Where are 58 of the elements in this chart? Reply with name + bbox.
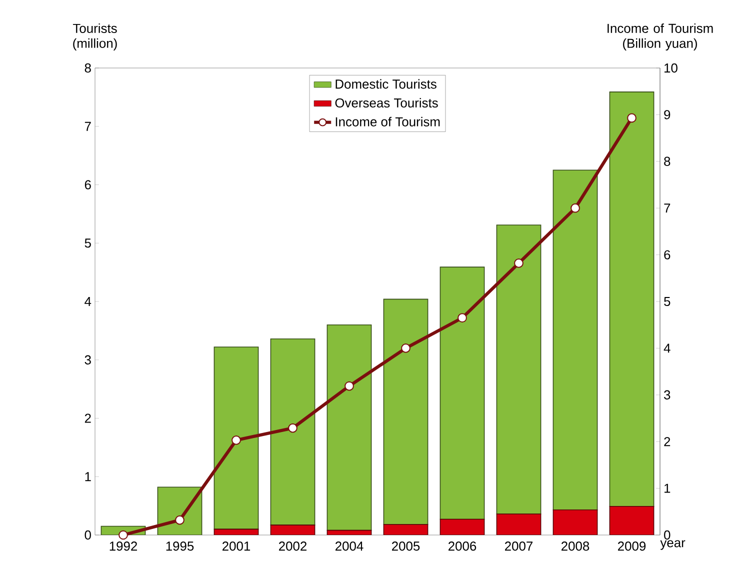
y2-tick-label: 1 [664,484,670,493]
point [627,113,636,123]
y2-tick-label: 8 [664,156,670,166]
bar [440,519,484,535]
y2-tick-label: 6 [664,250,670,260]
x-tick-label: 2002 [279,542,306,551]
point [458,313,467,323]
bar [609,92,654,507]
point [175,515,184,525]
y2-tick-label: 7 [664,204,670,213]
legend-label: Overseas Tourists [335,98,438,108]
y2-tick-label: 3 [664,390,670,400]
bar [496,224,542,514]
x-tick-label: 2004 [336,542,364,551]
y-tick-label: 4 [84,297,92,306]
y2-tick-label: 0 [664,530,670,540]
x-axis-title: year [660,540,686,550]
x-tick-label: 2009 [618,542,646,551]
bar [609,506,654,535]
bar [326,324,372,531]
y-axis-title: Tourists (million) [72,23,117,50]
y-tick-label: 5 [84,238,91,248]
y2-tick-label: 5 [664,296,670,306]
point [570,203,580,213]
bar [270,338,316,526]
legend-label: Income of Tourism [336,116,440,126]
y2-tick-label: 10 [664,63,678,73]
y2-axis-title: Income of Tourism (Billion yuan) [608,23,713,50]
point [344,381,354,391]
point [401,344,410,353]
x-tick-label: 2006 [448,542,476,551]
x-tick-label: 2001 [222,542,250,551]
x-tick-label: 1995 [166,542,194,551]
y2-tick-label: 2 [664,437,670,446]
y-tick-label: 1 [85,472,91,482]
point [118,530,128,540]
x-tick-label: 1992 [110,542,137,551]
x-tick-label: 2005 [392,542,420,551]
y2-tick-label: 4 [664,344,670,353]
point [514,258,524,268]
y-tick-label: 6 [84,180,91,190]
bar [496,514,541,535]
y-tick-label: 2 [84,414,91,423]
y-tick-label: 3 [84,355,91,364]
point [232,436,241,445]
bar [552,170,598,510]
y-tick-label: 7 [84,122,91,131]
bar [553,510,598,535]
y2-tick-label: 9 [664,110,670,120]
bar [440,266,485,520]
x-tick-label: 2007 [505,542,533,551]
legend-label: Domestic Tourists [336,79,436,89]
point [288,423,298,433]
y-tick-label: 0 [84,530,91,540]
bar [383,298,428,525]
x-tick-label: 2008 [562,542,590,551]
y-tick-label: 8 [84,63,91,73]
bar [214,346,259,530]
